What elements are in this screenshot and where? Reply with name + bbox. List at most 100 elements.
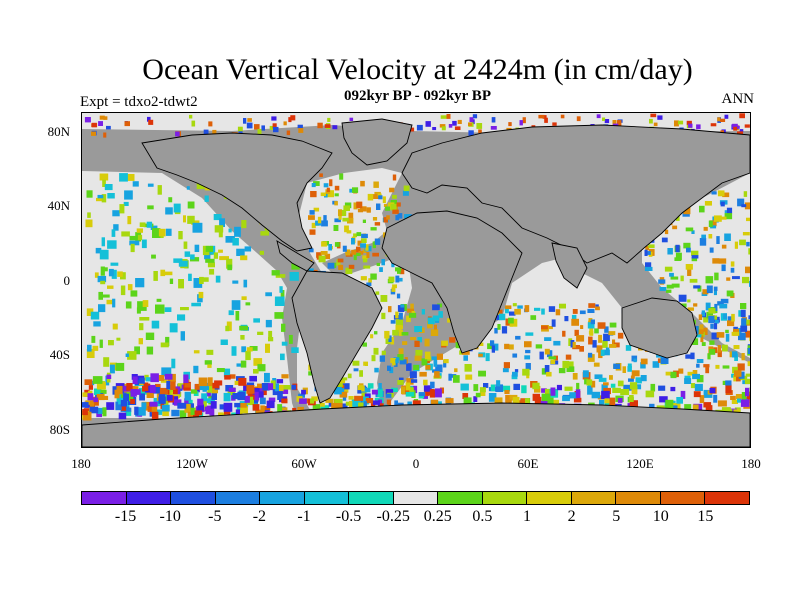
velocity-patch (629, 395, 634, 402)
velocity-patch (96, 382, 106, 390)
velocity-patch (721, 244, 727, 249)
velocity-patch (158, 396, 166, 404)
velocity-patch (713, 215, 722, 222)
velocity-patch (562, 360, 570, 369)
velocity-patch (291, 262, 300, 270)
velocity-patch (137, 407, 146, 416)
velocity-patch (740, 309, 746, 318)
velocity-patch (104, 184, 113, 191)
velocity-patch (746, 241, 750, 247)
velocity-patch (99, 339, 103, 348)
velocity-patch (94, 272, 99, 278)
velocity-patch (588, 336, 593, 345)
velocity-patch (277, 391, 283, 400)
velocity-patch (747, 361, 750, 367)
velocity-patch (236, 248, 245, 256)
velocity-patch (398, 312, 403, 320)
velocity-patch (308, 215, 315, 220)
velocity-patch (556, 384, 562, 391)
velocity-patch (514, 369, 519, 373)
velocity-patch (147, 116, 151, 122)
velocity-patch (665, 399, 674, 409)
velocity-patch (94, 388, 101, 395)
velocity-patch (701, 234, 706, 239)
velocity-patch (349, 400, 353, 407)
velocity-patch (356, 201, 363, 209)
velocity-patch (328, 400, 333, 407)
velocity-patch (118, 412, 127, 420)
velocity-patch (541, 308, 545, 315)
velocity-patch (362, 249, 367, 253)
velocity-patch (124, 407, 132, 413)
velocity-patch (276, 379, 284, 384)
velocity-patch (374, 367, 379, 373)
velocity-patch (183, 215, 186, 223)
velocity-patch (635, 377, 642, 384)
velocity-patch (98, 121, 103, 126)
velocity-patch (365, 244, 369, 251)
velocity-patch (576, 116, 581, 122)
velocity-patch (598, 334, 602, 343)
velocity-patch (234, 402, 241, 408)
velocity-patch (691, 250, 699, 256)
velocity-patch (587, 308, 595, 313)
velocity-patch (397, 305, 405, 312)
colorbar-box (126, 492, 172, 504)
velocity-patch (488, 393, 497, 402)
velocity-patch (738, 332, 746, 341)
velocity-patch (405, 391, 415, 397)
velocity-patch (387, 365, 391, 371)
south-america-land (291, 270, 383, 404)
velocity-patch (180, 331, 185, 341)
velocity-patch (441, 340, 448, 346)
velocity-patch (87, 344, 92, 352)
velocity-patch (515, 335, 521, 340)
velocity-patch (477, 342, 484, 346)
velocity-patch (153, 387, 161, 394)
velocity-patch (617, 398, 623, 403)
velocity-patch (347, 373, 352, 379)
velocity-patch (103, 116, 108, 120)
velocity-patch (594, 374, 603, 379)
velocity-patch (406, 378, 414, 385)
velocity-patch (357, 385, 364, 391)
velocity-patch (240, 335, 245, 340)
velocity-patch (441, 126, 446, 131)
velocity-patch (560, 114, 565, 119)
velocity-patch (603, 382, 609, 386)
velocity-patch (391, 287, 396, 292)
velocity-patch (499, 313, 506, 321)
velocity-patch (550, 399, 559, 406)
velocity-patch (149, 384, 156, 394)
velocity-patch (582, 370, 589, 378)
velocity-patch (721, 216, 727, 220)
velocity-patch (347, 217, 354, 224)
velocity-patch (244, 395, 250, 403)
velocity-patch (86, 348, 95, 358)
velocity-patch (103, 132, 107, 138)
velocity-patch (164, 271, 173, 276)
velocity-patch (178, 231, 183, 240)
velocity-patch (393, 357, 400, 361)
velocity-patch (384, 330, 390, 339)
velocity-patch (737, 198, 745, 207)
velocity-patch (749, 337, 750, 342)
velocity-patch (318, 255, 326, 263)
velocity-patch (338, 215, 342, 220)
velocity-patch (125, 301, 132, 309)
velocity-patch (288, 334, 293, 344)
velocity-patch (544, 348, 550, 355)
velocity-patch (385, 393, 392, 398)
velocity-patch (215, 275, 221, 283)
velocity-patch (231, 300, 241, 310)
velocity-patch (288, 117, 292, 123)
velocity-patch (544, 117, 548, 123)
velocity-patch (136, 307, 141, 314)
velocity-patch (685, 264, 693, 270)
velocity-patch (160, 400, 166, 409)
velocity-patch (572, 341, 576, 348)
velocity-patch (672, 225, 678, 230)
velocity-patch (110, 262, 119, 266)
velocity-patch (270, 380, 276, 390)
velocity-patch (234, 226, 241, 237)
